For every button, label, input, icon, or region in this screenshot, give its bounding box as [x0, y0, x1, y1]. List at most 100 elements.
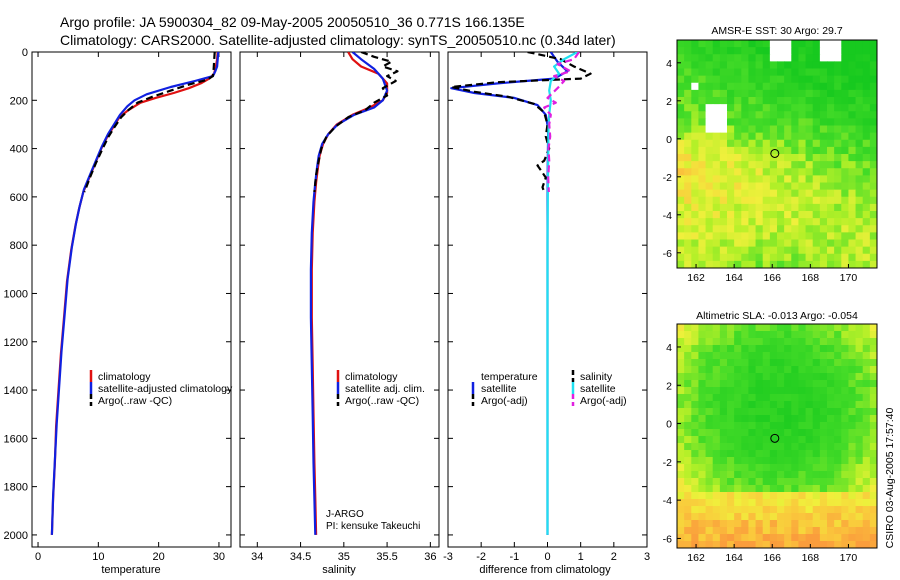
heatmap-cell	[684, 408, 692, 416]
heatmap-cell	[834, 499, 842, 507]
heatmap-cell	[784, 68, 792, 77]
heatmap-cell	[784, 534, 792, 542]
heatmap-cell	[741, 125, 750, 134]
heatmap-cell	[769, 168, 778, 176]
heatmap-cell	[819, 520, 828, 528]
heatmap-cell	[812, 211, 821, 219]
heatmap-cell	[862, 366, 871, 374]
heatmap-cell	[777, 520, 785, 528]
heatmap-cell	[719, 175, 728, 184]
heatmap-cell	[712, 111, 721, 119]
heatmap-cell	[784, 478, 792, 486]
heatmap-cell	[712, 225, 721, 233]
heatmap-cell	[862, 125, 871, 134]
heatmap-cell	[712, 429, 721, 437]
heatmap-cell	[712, 359, 721, 367]
heatmap-cell	[855, 541, 864, 548]
heatmap-cell	[748, 68, 757, 77]
heatmap-cell	[684, 352, 692, 360]
heatmap-cell	[812, 246, 821, 255]
heatmap-cell	[755, 168, 764, 176]
heatmap-cell	[762, 218, 771, 226]
heatmap-cell	[862, 492, 871, 500]
heatmap-cell	[791, 203, 800, 212]
heatmap-cell	[869, 68, 877, 77]
heatmap-cell	[869, 47, 877, 55]
heatmap-cell	[762, 111, 771, 119]
heatmap-cell	[755, 366, 764, 374]
y-tick-label: 200	[10, 95, 28, 107]
map-x-tick-label: 164	[725, 552, 743, 564]
difference-panel: -3 -2 -1 0 1 2 3 difference from climatology t…	[443, 51, 650, 576]
heatmap-cell	[769, 232, 778, 241]
heatmap-cell	[719, 97, 728, 105]
heatmap-cell	[827, 218, 835, 226]
salinity-axis-ticks: 34 34.5 35 35.5 36	[240, 51, 439, 563]
heatmap-cell	[827, 422, 835, 430]
heatmap-cell	[698, 471, 707, 479]
heatmap-cell	[791, 154, 800, 162]
heatmap-cell	[841, 506, 850, 514]
figure-title-line2: Climatology: CARS2000. Satellite-adjuste…	[60, 32, 616, 48]
legend-label-salinity-satellite: satellite	[580, 383, 616, 395]
heatmap-cell	[841, 478, 850, 486]
heatmap-cell	[755, 239, 764, 248]
heatmap-cell	[741, 111, 750, 119]
x-tick-label: 35	[338, 551, 350, 563]
heatmap-cell	[762, 436, 771, 444]
y-tick-label: 1000	[4, 288, 28, 300]
heatmap-cell	[734, 464, 742, 472]
heatmap-cell	[827, 471, 835, 479]
heatmap-cell	[777, 359, 785, 367]
x-tick-label: -2	[476, 551, 486, 563]
heatmap-cell	[748, 40, 757, 48]
heatmap-cell	[862, 161, 871, 169]
heatmap-cell	[791, 54, 800, 62]
heatmap-cell	[762, 75, 771, 84]
heatmap-cell	[762, 450, 771, 458]
heatmap-cell	[734, 324, 742, 332]
heatmap-cell	[698, 450, 707, 458]
heatmap-cell	[677, 104, 685, 112]
heatmap-cell	[869, 366, 877, 374]
heatmap-cell	[727, 394, 735, 402]
heatmap-cell	[834, 331, 842, 339]
heatmap-cell	[848, 246, 857, 255]
heatmap-cell	[769, 47, 778, 55]
heatmap-cell	[677, 457, 685, 465]
heatmap-cell	[684, 485, 692, 493]
heatmap-cell	[777, 366, 785, 374]
heatmap-cell	[769, 239, 778, 248]
heatmap-cell	[848, 111, 857, 119]
heatmap-cell	[727, 478, 735, 486]
heatmap-cell	[784, 225, 792, 233]
heatmap-cell	[819, 75, 828, 84]
heatmap-cell	[719, 253, 728, 262]
heatmap-cell	[827, 450, 835, 458]
heatmap-cell	[741, 513, 750, 521]
heatmap-cell	[727, 415, 735, 423]
heatmap-cell	[684, 443, 692, 451]
heatmap-cell	[848, 189, 857, 198]
heatmap-cell	[719, 196, 728, 205]
heatmap-cell	[805, 324, 814, 332]
heatmap-cell	[741, 443, 750, 451]
series-line-argo-raw-qc-	[83, 52, 216, 193]
heatmap-cell	[805, 104, 814, 112]
heatmap-cell	[862, 68, 871, 77]
heatmap-cell	[834, 324, 842, 332]
heatmap-cell	[862, 520, 871, 528]
heatmap-cell	[741, 422, 750, 430]
heatmap-cell	[791, 541, 800, 548]
heatmap-cell	[805, 111, 814, 119]
heatmap-cell	[719, 429, 728, 437]
heatmap-cell	[719, 168, 728, 176]
heatmap-cell	[834, 387, 842, 395]
heatmap-cell	[841, 492, 850, 500]
heatmap-cell	[705, 478, 714, 486]
heatmap-cell	[819, 513, 828, 521]
heatmap-cell	[769, 253, 778, 262]
heatmap-cell	[684, 422, 692, 430]
heatmap-cell	[869, 338, 877, 346]
